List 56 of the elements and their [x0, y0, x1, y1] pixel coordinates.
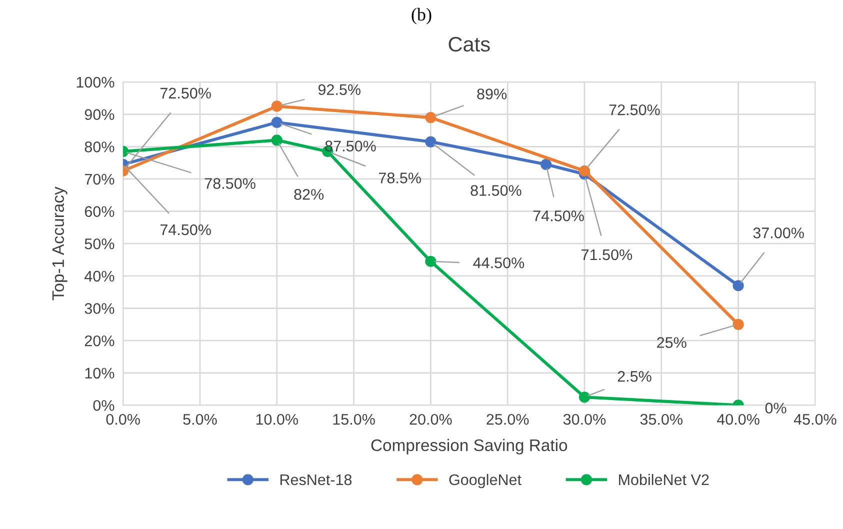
- point: [271, 100, 282, 112]
- point: [271, 134, 282, 146]
- data-label: 72.50%: [160, 88, 211, 99]
- data-label: 87.50%: [325, 140, 376, 152]
- x-tick-label: 40.0%: [716, 414, 760, 425]
- data-label: 92.5%: [318, 84, 360, 96]
- data-label: 0%: [765, 402, 786, 414]
- y-tick-label: 10%: [85, 368, 114, 379]
- point: [425, 256, 436, 267]
- legend-label: GoogleNet: [449, 474, 522, 488]
- x-axis-title: Compression Saving Ratio: [371, 438, 568, 454]
- data-label: 72.50%: [609, 104, 660, 116]
- y-tick-label: 60%: [84, 206, 114, 217]
- legend-label: ResNet-18: [280, 474, 352, 486]
- data-label: 25%: [657, 337, 686, 348]
- data-label: 81.50%: [470, 185, 522, 196]
- y-tick-label: 0%: [93, 400, 114, 411]
- data-label: 74.50%: [533, 210, 584, 222]
- y-tick-label: 100%: [76, 76, 114, 88]
- y-tick-label: 40%: [84, 270, 114, 282]
- text: (b): [412, 8, 432, 24]
- x-tick-label: 25.0%: [486, 414, 529, 425]
- x-tick-label: 5.0%: [183, 414, 217, 425]
- x-tick-label: 35.0%: [640, 414, 682, 425]
- y-tick-label: 20%: [84, 335, 114, 346]
- x-tick-label: 10.0%: [256, 414, 298, 425]
- point: [271, 116, 282, 128]
- data-label: 37.00%: [753, 228, 804, 238]
- chart-title: Cats: [448, 36, 490, 52]
- legend-label: MobileNet V2: [619, 474, 709, 486]
- x-tick-label: 45.0%: [794, 414, 836, 425]
- point: [732, 280, 744, 292]
- data-label: 74.50%: [160, 224, 211, 236]
- point: [425, 136, 436, 148]
- x-tick-label: 30.0%: [563, 414, 606, 425]
- data-label: 78.5%: [378, 172, 421, 184]
- y-tick-label: 70%: [84, 174, 114, 185]
- point: [425, 112, 436, 124]
- y-axis-title: Top-1 Accuracy: [52, 186, 68, 300]
- point: [732, 318, 744, 330]
- y-tick-label: 90%: [84, 109, 114, 120]
- x-tick-label: 15.0%: [333, 414, 375, 425]
- data-label: 2.5%: [618, 370, 652, 382]
- point: [540, 158, 552, 170]
- point: [578, 165, 590, 176]
- x-tick-label: 0.0%: [106, 414, 140, 425]
- y-tick-label: 30%: [84, 303, 114, 314]
- y-tick-label: 80%: [84, 142, 114, 152]
- x-tick-label: 20.0%: [410, 414, 452, 425]
- data-label: 44.50%: [473, 257, 524, 268]
- data-label: 89%: [477, 88, 507, 100]
- data-label: 82%: [294, 189, 324, 200]
- data-label: 71.50%: [582, 249, 632, 260]
- y-tick-label: 50%: [84, 238, 114, 250]
- point: [578, 392, 590, 403]
- data-label: 78.50%: [204, 178, 256, 189]
